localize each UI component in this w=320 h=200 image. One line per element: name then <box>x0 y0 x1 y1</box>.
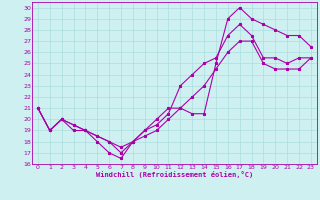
X-axis label: Windchill (Refroidissement éolien,°C): Windchill (Refroidissement éolien,°C) <box>96 171 253 178</box>
